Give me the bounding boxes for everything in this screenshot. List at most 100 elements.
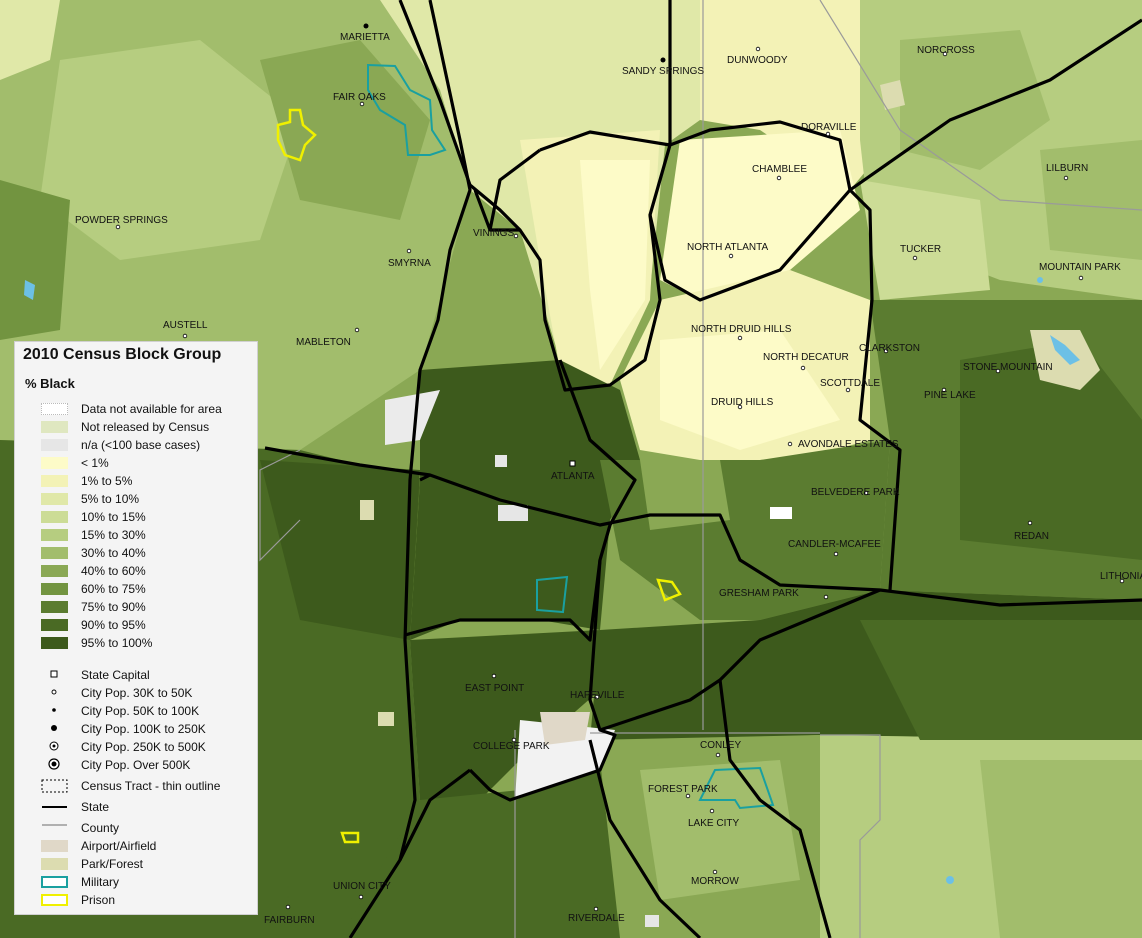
- legend-swatch: [41, 439, 68, 451]
- place-label: SMYRNA: [388, 258, 431, 269]
- place-label: POWDER SPRINGS: [75, 215, 168, 226]
- gray-line-icon: [42, 824, 67, 826]
- city-marker: [406, 248, 412, 254]
- legend-label: Prison: [81, 893, 116, 907]
- place-label: CONLEY: [700, 740, 741, 751]
- place-label: MARIETTA: [340, 32, 390, 43]
- city-marker: [685, 793, 691, 799]
- state-capital-marker: [569, 460, 576, 467]
- place-label: NORTH DRUID HILLS: [691, 324, 792, 335]
- place-label: MORROW: [691, 876, 739, 887]
- place-label: MOUNTAIN PARK: [1039, 262, 1121, 273]
- legend-swatch: [41, 529, 68, 541]
- legend-swatch: [41, 601, 68, 613]
- legend-swatch: [41, 637, 68, 649]
- legend-swatch: [41, 403, 68, 415]
- legend-label: 30% to 40%: [81, 546, 146, 560]
- place-label: NORTH DECATUR: [763, 352, 849, 363]
- place-label: FOREST PARK: [648, 784, 718, 795]
- legend-label: 95% to 100%: [81, 636, 153, 650]
- legend-label: City Pop. Over 500K: [81, 758, 191, 772]
- city-marker: [728, 253, 734, 259]
- place-label: EAST POINT: [465, 683, 524, 694]
- city-marker: [755, 46, 761, 52]
- legend-swatch: [41, 511, 68, 523]
- city-marker: [1119, 578, 1125, 584]
- city-marker: [912, 255, 918, 261]
- city-marker: [593, 906, 599, 912]
- city-marker: [660, 57, 666, 63]
- park-swatch: [41, 858, 68, 870]
- city-marker: [359, 101, 365, 107]
- legend-label: City Pop. 100K to 250K: [81, 722, 206, 736]
- legend-label: State Capital: [81, 668, 150, 682]
- legend-label: 15% to 30%: [81, 528, 146, 542]
- city-marker: [363, 23, 369, 29]
- legend-label: Data not available for area: [81, 402, 222, 416]
- military-areas: [367, 63, 775, 810]
- airport-swatch: [41, 840, 68, 852]
- legend-subtitle: % Black: [25, 376, 75, 391]
- city-marker: [354, 327, 360, 333]
- ringed-dot-icon: [49, 741, 59, 751]
- legend-label: Military: [81, 875, 119, 889]
- city-marker: [182, 333, 188, 339]
- dashed-box-icon: [41, 779, 68, 793]
- state-lines: [264, 0, 1142, 938]
- legend-swatch: [41, 457, 68, 469]
- place-label: LITHONIA: [1100, 571, 1142, 582]
- military-swatch: [41, 876, 68, 888]
- city-marker: [511, 737, 517, 743]
- small-dot-icon: [52, 708, 56, 712]
- thick-line-icon: [42, 806, 67, 808]
- legend-label: 90% to 95%: [81, 618, 146, 632]
- water-bodies: [24, 277, 1080, 884]
- city-marker: [115, 224, 121, 230]
- city-marker: [776, 175, 782, 181]
- legend-label: Not released by Census: [81, 420, 210, 434]
- place-label: TUCKER: [900, 244, 941, 255]
- city-marker: [787, 441, 793, 447]
- city-marker: [1027, 520, 1033, 526]
- place-label: GRESHAM PARK: [719, 588, 799, 599]
- city-marker: [737, 335, 743, 341]
- large-ringed-dot-icon: [48, 758, 60, 770]
- prison-areas: [276, 108, 682, 844]
- legend-label: n/a (<100 base cases): [81, 438, 201, 452]
- map-legend: 2010 Census Block Group % Black Data not…: [14, 341, 258, 915]
- place-label: STONE MOUNTAIN: [963, 362, 1053, 373]
- place-label: DRUID HILLS: [711, 397, 774, 408]
- city-marker: [737, 404, 743, 410]
- place-label: SANDY SPRINGS: [622, 66, 704, 77]
- place-label: VININGS: [473, 228, 514, 239]
- city-marker: [995, 368, 1001, 374]
- special-areas: [360, 80, 1100, 927]
- legend-swatch: [41, 475, 68, 487]
- prison-swatch: [41, 894, 68, 906]
- city-marker: [715, 752, 721, 758]
- place-label: CHAMBLEE: [752, 164, 807, 175]
- small-circle-icon: [51, 689, 57, 695]
- legend-label: 1% to 5%: [81, 474, 133, 488]
- place-label: CANDLER-MCAFEE: [788, 539, 881, 550]
- place-label: HAPEVILLE: [570, 690, 625, 701]
- legend-label: 40% to 60%: [81, 564, 146, 578]
- city-marker: [883, 348, 889, 354]
- city-marker: [941, 387, 947, 393]
- city-marker: [358, 894, 364, 900]
- county-lines: [259, 0, 1142, 938]
- place-label: DORAVILLE: [801, 122, 857, 133]
- city-marker: [800, 365, 806, 371]
- place-label: CLARKSTON: [859, 343, 920, 354]
- legend-title: 2010 Census Block Group: [23, 346, 222, 363]
- city-marker: [491, 673, 497, 679]
- city-marker: [285, 904, 291, 910]
- city-marker: [845, 387, 851, 393]
- legend-swatch: [41, 619, 68, 631]
- legend-swatch: [41, 547, 68, 559]
- legend-label: Park/Forest: [81, 857, 144, 871]
- city-marker: [594, 694, 600, 700]
- place-label: ATLANTA: [551, 471, 595, 482]
